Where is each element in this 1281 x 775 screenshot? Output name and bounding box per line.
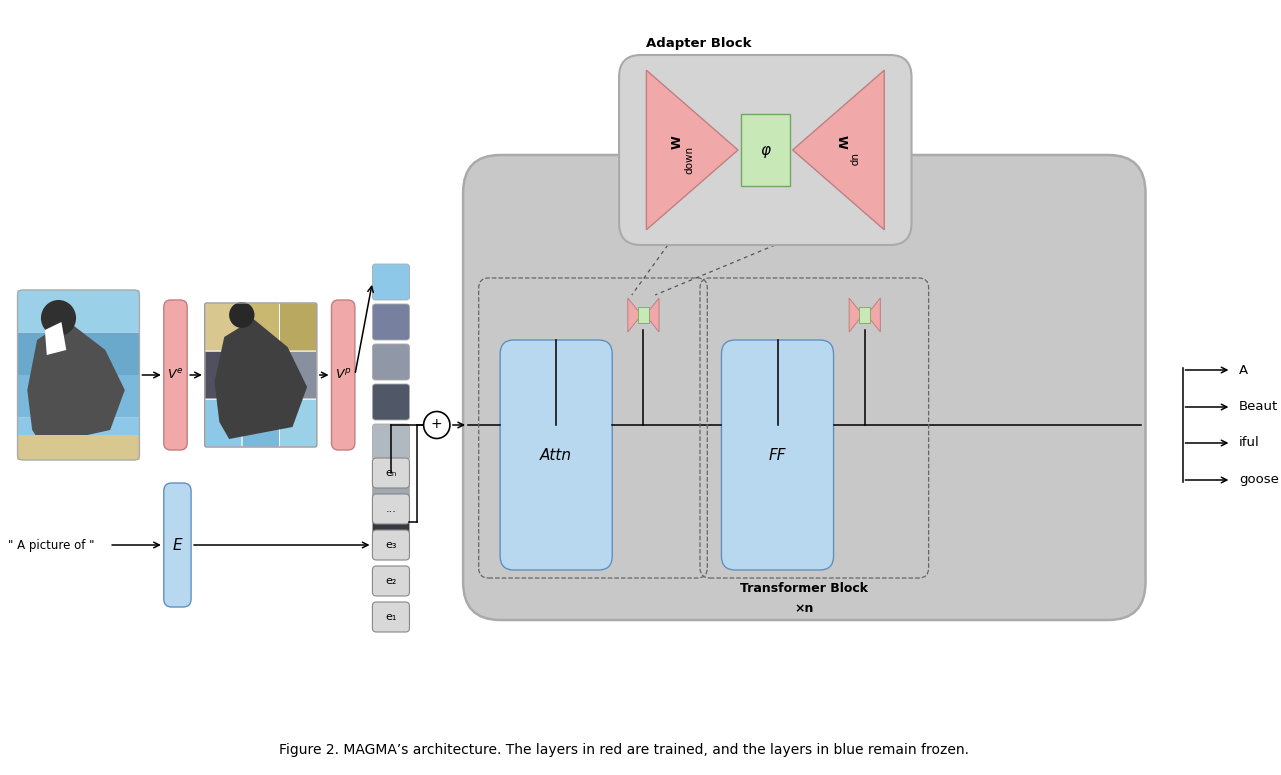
FancyBboxPatch shape bbox=[721, 340, 834, 570]
Polygon shape bbox=[45, 322, 67, 355]
FancyBboxPatch shape bbox=[205, 399, 242, 447]
Polygon shape bbox=[849, 298, 863, 332]
FancyBboxPatch shape bbox=[242, 303, 279, 351]
Text: e₁: e₁ bbox=[386, 612, 397, 622]
FancyBboxPatch shape bbox=[373, 464, 410, 500]
Bar bbox=[740, 114, 789, 186]
Text: +: + bbox=[430, 417, 442, 431]
Polygon shape bbox=[646, 298, 658, 332]
FancyBboxPatch shape bbox=[164, 300, 187, 450]
FancyBboxPatch shape bbox=[373, 264, 410, 300]
Bar bbox=[860, 307, 870, 323]
FancyBboxPatch shape bbox=[18, 375, 140, 418]
Text: eₙ: eₙ bbox=[386, 468, 397, 478]
FancyBboxPatch shape bbox=[242, 351, 279, 399]
Text: E: E bbox=[173, 538, 182, 553]
Text: " A picture of ": " A picture of " bbox=[8, 539, 95, 552]
FancyBboxPatch shape bbox=[18, 418, 140, 460]
Text: Transformer Block: Transformer Block bbox=[740, 581, 869, 594]
Text: φ: φ bbox=[761, 143, 770, 157]
FancyBboxPatch shape bbox=[18, 332, 140, 375]
FancyBboxPatch shape bbox=[373, 602, 410, 632]
Polygon shape bbox=[27, 320, 124, 445]
Polygon shape bbox=[867, 298, 880, 332]
Text: FF: FF bbox=[769, 447, 787, 463]
FancyBboxPatch shape bbox=[242, 399, 279, 447]
FancyBboxPatch shape bbox=[373, 530, 410, 560]
FancyBboxPatch shape bbox=[373, 344, 410, 380]
Polygon shape bbox=[214, 319, 307, 439]
Text: ...: ... bbox=[386, 504, 396, 514]
Circle shape bbox=[424, 412, 450, 439]
Text: goose: goose bbox=[1239, 474, 1278, 487]
FancyBboxPatch shape bbox=[500, 340, 612, 570]
FancyBboxPatch shape bbox=[205, 351, 242, 399]
FancyBboxPatch shape bbox=[373, 384, 410, 420]
Polygon shape bbox=[793, 71, 884, 230]
Text: Figure 2. MAGMA’s architecture. The layers in red are trained, and the layers in: Figure 2. MAGMA’s architecture. The laye… bbox=[279, 743, 970, 757]
Text: $V^p$: $V^p$ bbox=[334, 368, 351, 382]
FancyBboxPatch shape bbox=[279, 399, 316, 447]
FancyBboxPatch shape bbox=[619, 55, 912, 245]
Text: Attn: Attn bbox=[541, 447, 573, 463]
Text: iful: iful bbox=[1239, 436, 1261, 449]
FancyBboxPatch shape bbox=[205, 303, 242, 351]
FancyBboxPatch shape bbox=[373, 424, 410, 460]
Text: A: A bbox=[1239, 363, 1248, 377]
Text: e₃: e₃ bbox=[386, 540, 397, 550]
Text: Adapter Block: Adapter Block bbox=[647, 36, 752, 50]
FancyBboxPatch shape bbox=[373, 504, 410, 540]
Text: W: W bbox=[835, 135, 848, 149]
FancyBboxPatch shape bbox=[373, 566, 410, 596]
FancyBboxPatch shape bbox=[279, 303, 316, 351]
FancyBboxPatch shape bbox=[279, 351, 316, 399]
FancyBboxPatch shape bbox=[373, 458, 410, 488]
Text: W: W bbox=[671, 135, 684, 149]
FancyBboxPatch shape bbox=[464, 155, 1145, 620]
FancyBboxPatch shape bbox=[373, 494, 410, 524]
Text: Beaut: Beaut bbox=[1239, 401, 1278, 414]
FancyBboxPatch shape bbox=[373, 304, 410, 340]
Text: e₂: e₂ bbox=[386, 576, 397, 586]
FancyBboxPatch shape bbox=[18, 435, 140, 460]
Polygon shape bbox=[628, 298, 642, 332]
FancyBboxPatch shape bbox=[164, 483, 191, 607]
Text: down: down bbox=[684, 146, 694, 174]
Bar bbox=[638, 307, 648, 323]
Text: ×n: ×n bbox=[794, 601, 813, 615]
Text: $V^e$: $V^e$ bbox=[168, 368, 183, 382]
FancyBboxPatch shape bbox=[332, 300, 355, 450]
Circle shape bbox=[229, 302, 255, 328]
Circle shape bbox=[41, 300, 76, 336]
Text: up: up bbox=[848, 153, 858, 167]
FancyBboxPatch shape bbox=[18, 290, 140, 332]
Polygon shape bbox=[647, 71, 738, 230]
